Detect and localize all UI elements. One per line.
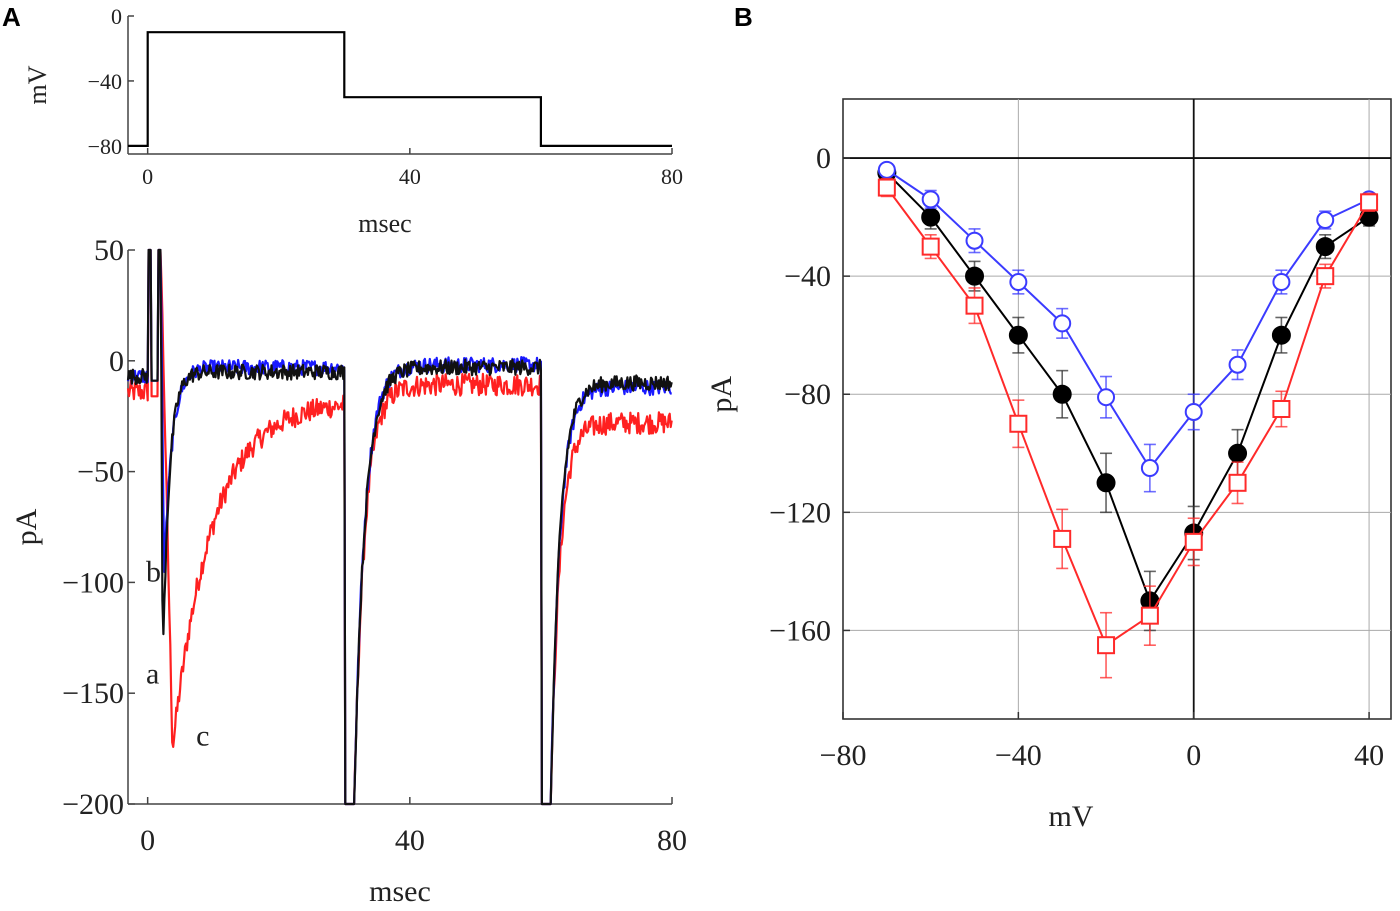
trace-a (126, 248, 673, 806)
x-tick-label: 80 (661, 164, 683, 189)
series-line (886, 172, 1370, 604)
x-tick-label: 40 (399, 164, 421, 189)
y-tick-label: −80 (88, 134, 122, 159)
y-tick-label: −150 (62, 677, 124, 710)
x-tick-label: 80 (657, 824, 687, 857)
y-tick-label: −120 (769, 496, 831, 529)
data-point (1272, 400, 1291, 418)
data-point (1008, 325, 1028, 345)
data-point (1009, 414, 1028, 433)
x-tick-label: −40 (995, 739, 1042, 772)
current-traces-chart: 50 0 −50 −100 −150 −200 0 40 80 msec pA a b c (10, 234, 687, 908)
data-point (1316, 211, 1335, 230)
series-line (885, 187, 1370, 647)
data-point (921, 237, 940, 256)
trace-c (126, 248, 673, 806)
trace-label-a: a (146, 657, 159, 690)
trace-label-c: c (196, 720, 209, 753)
data-point (1184, 532, 1203, 551)
data-point (921, 190, 940, 209)
voltage-protocol-chart: 0 −40 −80 0 40 80 msec mV (23, 4, 683, 238)
x-tick-label: −80 (820, 739, 867, 772)
x-tick-label: 0 (1186, 739, 1201, 772)
y-tick-label: 0 (816, 142, 831, 175)
data-point (965, 266, 985, 286)
data-point (1228, 473, 1247, 492)
data-point (877, 178, 896, 197)
data-point (1228, 443, 1248, 463)
protocol-trace (128, 31, 672, 147)
data-point (1272, 273, 1291, 292)
data-point (921, 207, 941, 227)
data-point (1315, 237, 1335, 257)
panel-a-letter: A (2, 2, 21, 32)
series-line (886, 169, 1370, 470)
data-point (1271, 325, 1291, 345)
y-tick-label: −50 (77, 456, 124, 489)
y-tick-label: 0 (111, 4, 122, 29)
y-axis-label: pA (10, 508, 43, 545)
data-point (1140, 459, 1159, 478)
x-tick-label: 40 (1354, 739, 1384, 772)
data-point (1360, 193, 1379, 212)
data-point (1140, 606, 1159, 625)
y-tick-label: −40 (88, 69, 122, 94)
data-point (1228, 355, 1247, 374)
y-tick-label: −100 (62, 566, 124, 599)
data-point (877, 160, 896, 179)
x-axis-label: msec (369, 875, 431, 908)
data-point (1053, 314, 1072, 333)
x-tick-label: 0 (142, 164, 153, 189)
data-point (1053, 529, 1072, 548)
trace-b (126, 248, 672, 806)
data-point (1316, 267, 1335, 286)
y-axis-label: mV (23, 65, 52, 104)
y-tick-label: 0 (109, 345, 124, 378)
y-axis-label: pA (705, 376, 738, 413)
x-axis-label: mV (1048, 800, 1093, 833)
y-tick-label: 50 (94, 234, 124, 267)
data-point (1184, 402, 1203, 421)
data-point (1096, 473, 1116, 493)
data-point (1052, 384, 1072, 404)
y-tick-label: −40 (784, 260, 831, 293)
panel-b-letter: B (734, 2, 753, 32)
y-tick-label: −200 (62, 788, 124, 821)
trace-label-b: b (146, 556, 161, 589)
y-tick-label: −160 (769, 614, 831, 647)
x-axis-label: msec (358, 209, 411, 238)
data-point (1097, 388, 1116, 407)
data-point (965, 296, 984, 315)
x-tick-label: 0 (140, 824, 155, 857)
data-point (1009, 273, 1028, 292)
y-tick-label: −80 (784, 378, 831, 411)
data-point (965, 231, 984, 250)
plot-frame (842, 98, 1392, 720)
data-point (1097, 636, 1116, 655)
x-tick-label: 40 (395, 824, 425, 857)
iv-curve-chart: 0 −40 −80 −120 −160 −80 −40 0 40 mV pA (705, 98, 1392, 833)
